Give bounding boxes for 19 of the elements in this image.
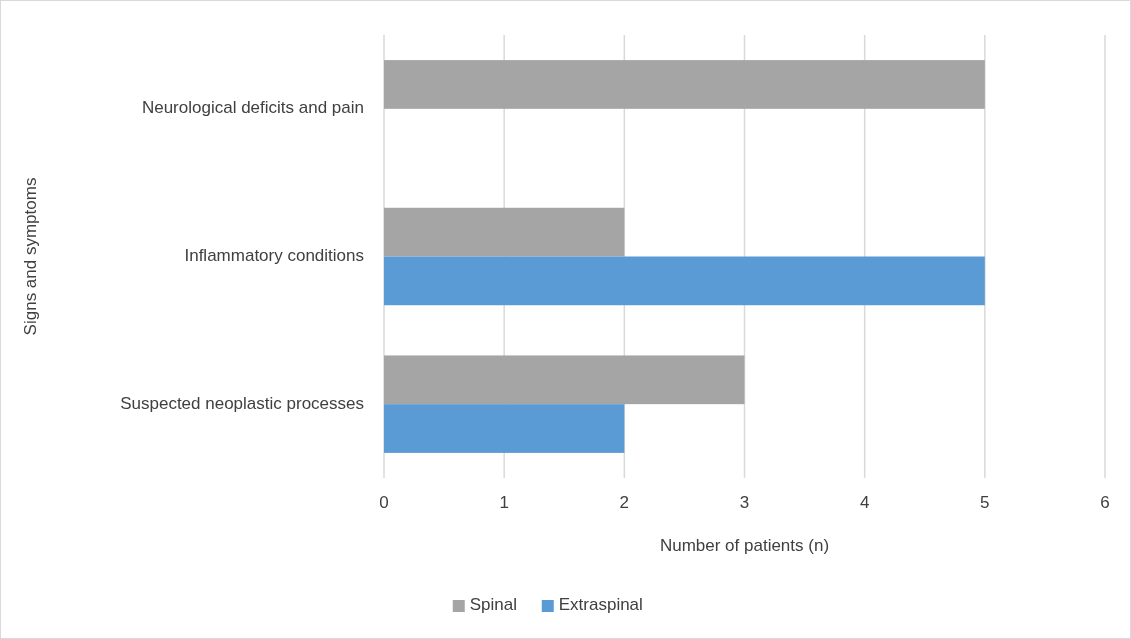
bar	[384, 60, 985, 109]
y-tick-label: Inflammatory conditions	[184, 245, 364, 265]
legend-label: Extraspinal	[558, 595, 643, 615]
x-tick-label: 2	[619, 493, 630, 512]
x-axis-title: Number of patients (n)	[659, 536, 830, 555]
x-tick-label: 5	[980, 493, 990, 512]
bar	[384, 355, 745, 405]
bar	[384, 256, 985, 306]
x-tick-label: 1	[499, 493, 509, 512]
bar	[384, 404, 625, 453]
x-tick-label: 0	[379, 493, 389, 512]
x-tick-label: 4	[859, 493, 870, 512]
x-tick-label: 6	[1100, 493, 1110, 512]
bar	[384, 207, 625, 257]
legend-label: Spinal	[469, 595, 518, 615]
x-tick-label: 3	[739, 493, 750, 512]
y-tick-label: Neurological deficits and pain	[141, 98, 364, 118]
y-tick-label: Suspected neoplastic processes	[120, 393, 364, 413]
y-axis-title: Signs and symptoms	[21, 177, 40, 336]
